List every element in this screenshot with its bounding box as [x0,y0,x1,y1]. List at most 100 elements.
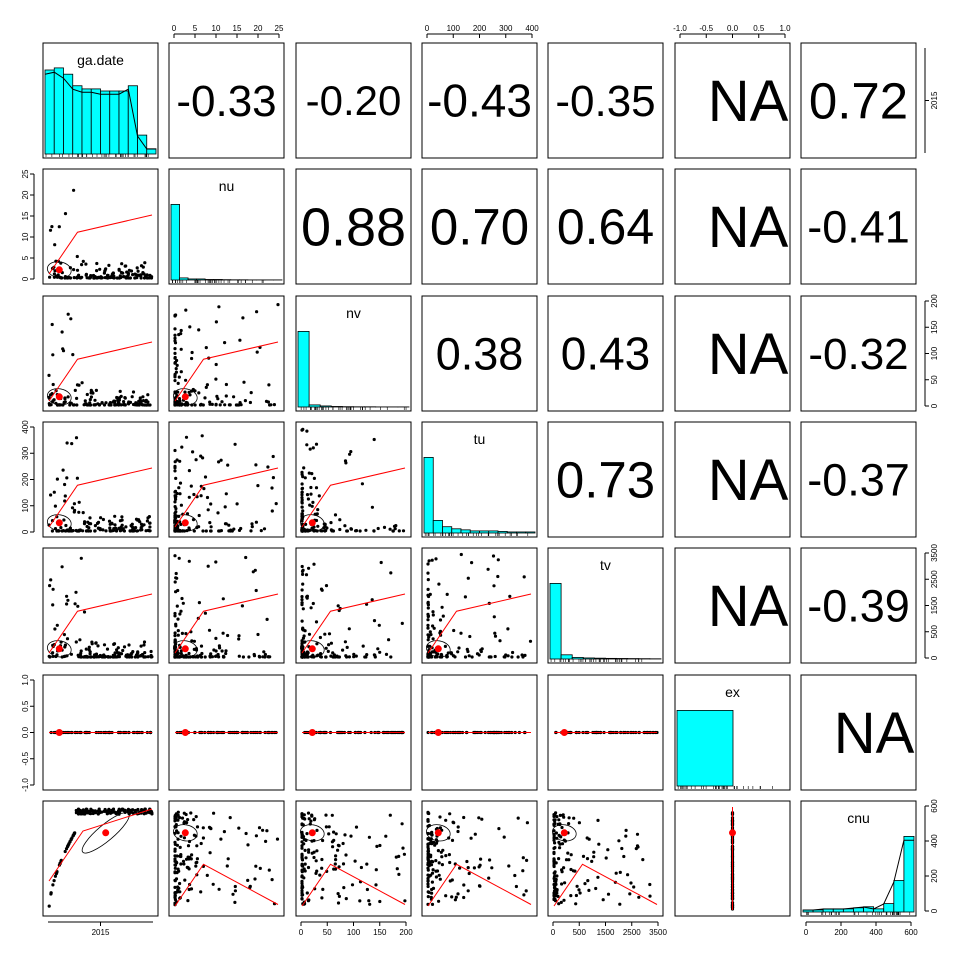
mean-point-r6-c2 [308,829,316,837]
scatter-point-r4-c0-46 [69,652,73,656]
scatter-point-r6-c3-86 [497,827,501,831]
scatter-point-r2-c0-100 [93,398,97,402]
scatter-point-r6-c3-142 [466,889,470,893]
scatter-point-r6-c3-51 [440,863,444,867]
scatter-point-r6-c1-9 [208,851,212,855]
scatter-point-r4-c3-58 [434,557,438,561]
scatter-point-r6-c1-99 [233,900,237,905]
panel-frame-r4-c2 [295,547,412,664]
scatter-point-r6-c3-138 [487,876,491,880]
loess-line-r3-c2 [301,467,406,528]
scatter-point-r3-c0-129 [93,529,97,533]
scatter-point-r3-c0-143 [138,520,142,524]
scatter-point-r6-c1-143 [186,866,190,870]
scatter-point-r6-c2-22 [394,855,398,859]
scatter-point-r4-c1-32 [237,634,241,638]
scatter-point-r6-c3-126 [507,864,511,868]
scatter-point-r4-c1-88 [192,639,196,643]
scatter-point-r6-c0-122 [111,810,115,814]
scatter-point-r1-c0-116 [72,276,76,280]
scatter-point-r1-c0-60 [80,275,84,279]
scatter-point-r6-c2-20 [354,825,359,829]
scatter-point-r4-c2-140 [345,645,349,650]
scatter-point-r4-c3-134 [468,634,472,639]
mean-point-r4-c2 [308,645,316,653]
histogram-bar-tu-6 [479,530,490,534]
scatter-point-r6-c1-7 [275,837,280,841]
scatter-point-r6-c3-39 [516,816,520,820]
scatter-point-r2-c1-50 [188,325,192,329]
histogram-bar-nv-2 [319,405,332,408]
axis-bottom-label-tv-0: 0 [551,928,556,937]
correlation-r2-c6: -0.32 [808,330,908,379]
scatter-point-r6-c4-23 [604,856,608,860]
scatter-point-r2-c1-137 [174,313,178,317]
scatter-point-r2-c1-103 [173,347,177,351]
scatter-point-r3-c1-124 [173,464,177,468]
scatter-point-r4-c0-97 [82,655,86,659]
scatter-point-r3-c0-74 [77,500,81,504]
scatter-point-r4-c3-48 [510,655,514,659]
scatter-point-r4-c2-132 [389,655,393,659]
scatter-point-r2-c0-114 [69,401,73,405]
scatter-point-r4-c2-82 [400,621,404,626]
scatter-point-r3-c0-145 [96,526,101,530]
mean-point-r2-c1 [181,393,189,401]
scatter-point-r6-c4-98 [558,846,562,850]
scatter-point-r4-c1-75 [240,604,244,608]
scatter-point-r6-c2-42 [359,865,363,870]
scatter-point-r1-c0-78 [145,276,149,280]
scatter-point-r6-c4-107 [561,813,565,817]
scatter-point-r6-c2-127 [330,840,334,844]
scatter-point-r4-c3-57 [459,552,463,557]
scatter-point-r6-c4-78 [585,836,589,840]
scatter-point-r4-c2-96 [300,598,304,602]
scatter-point-r6-c1-117 [184,812,188,817]
axis-right-label-nv-1: 50 [930,375,939,384]
scatter-point-r3-c2-119 [305,443,309,447]
scatter-point-r4-c2-95 [303,629,307,633]
scatter-point-r2-c0-6 [119,403,123,407]
scatter-point-r4-c0-24 [51,651,55,655]
scatter-point-r6-c4-132 [562,898,566,902]
scatter-point-r3-c2-143 [300,490,304,495]
scatter-point-r3-c0-56 [122,529,126,533]
axis-left-label-tu-0: 0 [21,529,30,534]
histogram-bar-tu-2 [442,526,453,534]
scatter-point-r4-c3-8 [426,562,430,566]
scatter-point-r2-c1-7 [223,403,227,407]
scatter-point-r2-c1-89 [197,391,201,395]
scatter-point-r4-c3-31 [516,655,520,659]
scatter-point-r4-c2-148 [372,653,376,657]
scatter-point-r1-c0-50 [136,273,140,277]
scatter-point-r3-c0-43 [50,529,55,533]
scatter-point-r3-c0-148 [120,528,124,532]
panel-frame-r5-c1 [168,674,285,791]
scatter-point-r3-c1-140 [177,529,182,533]
axis-bottom-label-nv-4: 200 [399,928,413,937]
scatter-point-r6-c4-92 [641,858,645,862]
scatter-point-r3-c1-56 [191,450,195,454]
scatter-point-r4-c1-119 [173,580,177,584]
scatter-point-r6-c4-129 [614,871,618,875]
scatter-point-r4-c3-138 [431,637,435,641]
scatter-point-r3-c1-144 [217,529,221,533]
scatter-point-r3-c1-119 [254,463,258,467]
scatter-point-r2-c1-13 [203,396,207,400]
scatter-point-r6-c1-134 [175,843,179,847]
scatter-point-r4-c1-48 [237,637,241,641]
scatter-point-r6-c3-97 [426,847,430,851]
scatter-point-r3-c2-90 [358,529,362,533]
scatter-point-r3-c0-41 [108,526,112,530]
scatter-point-r6-c4-62 [620,846,624,851]
scatter-point-r4-c0-118 [94,641,98,645]
scatter-point-r3-c0-117 [114,529,119,533]
scatter-point-r3-c0-118 [73,508,77,512]
scatter-point-r2-c0-147 [119,394,123,398]
scatter-point-r6-c1-119 [186,899,190,903]
scatter-point-r4-c2-116 [341,648,345,652]
scatter-point-r2-c1-81 [190,350,194,355]
scatter-point-r4-c0-126 [53,627,57,631]
scatter-point-r3-c1-77 [250,525,254,529]
scatter-point-r3-c2-39 [312,476,316,480]
